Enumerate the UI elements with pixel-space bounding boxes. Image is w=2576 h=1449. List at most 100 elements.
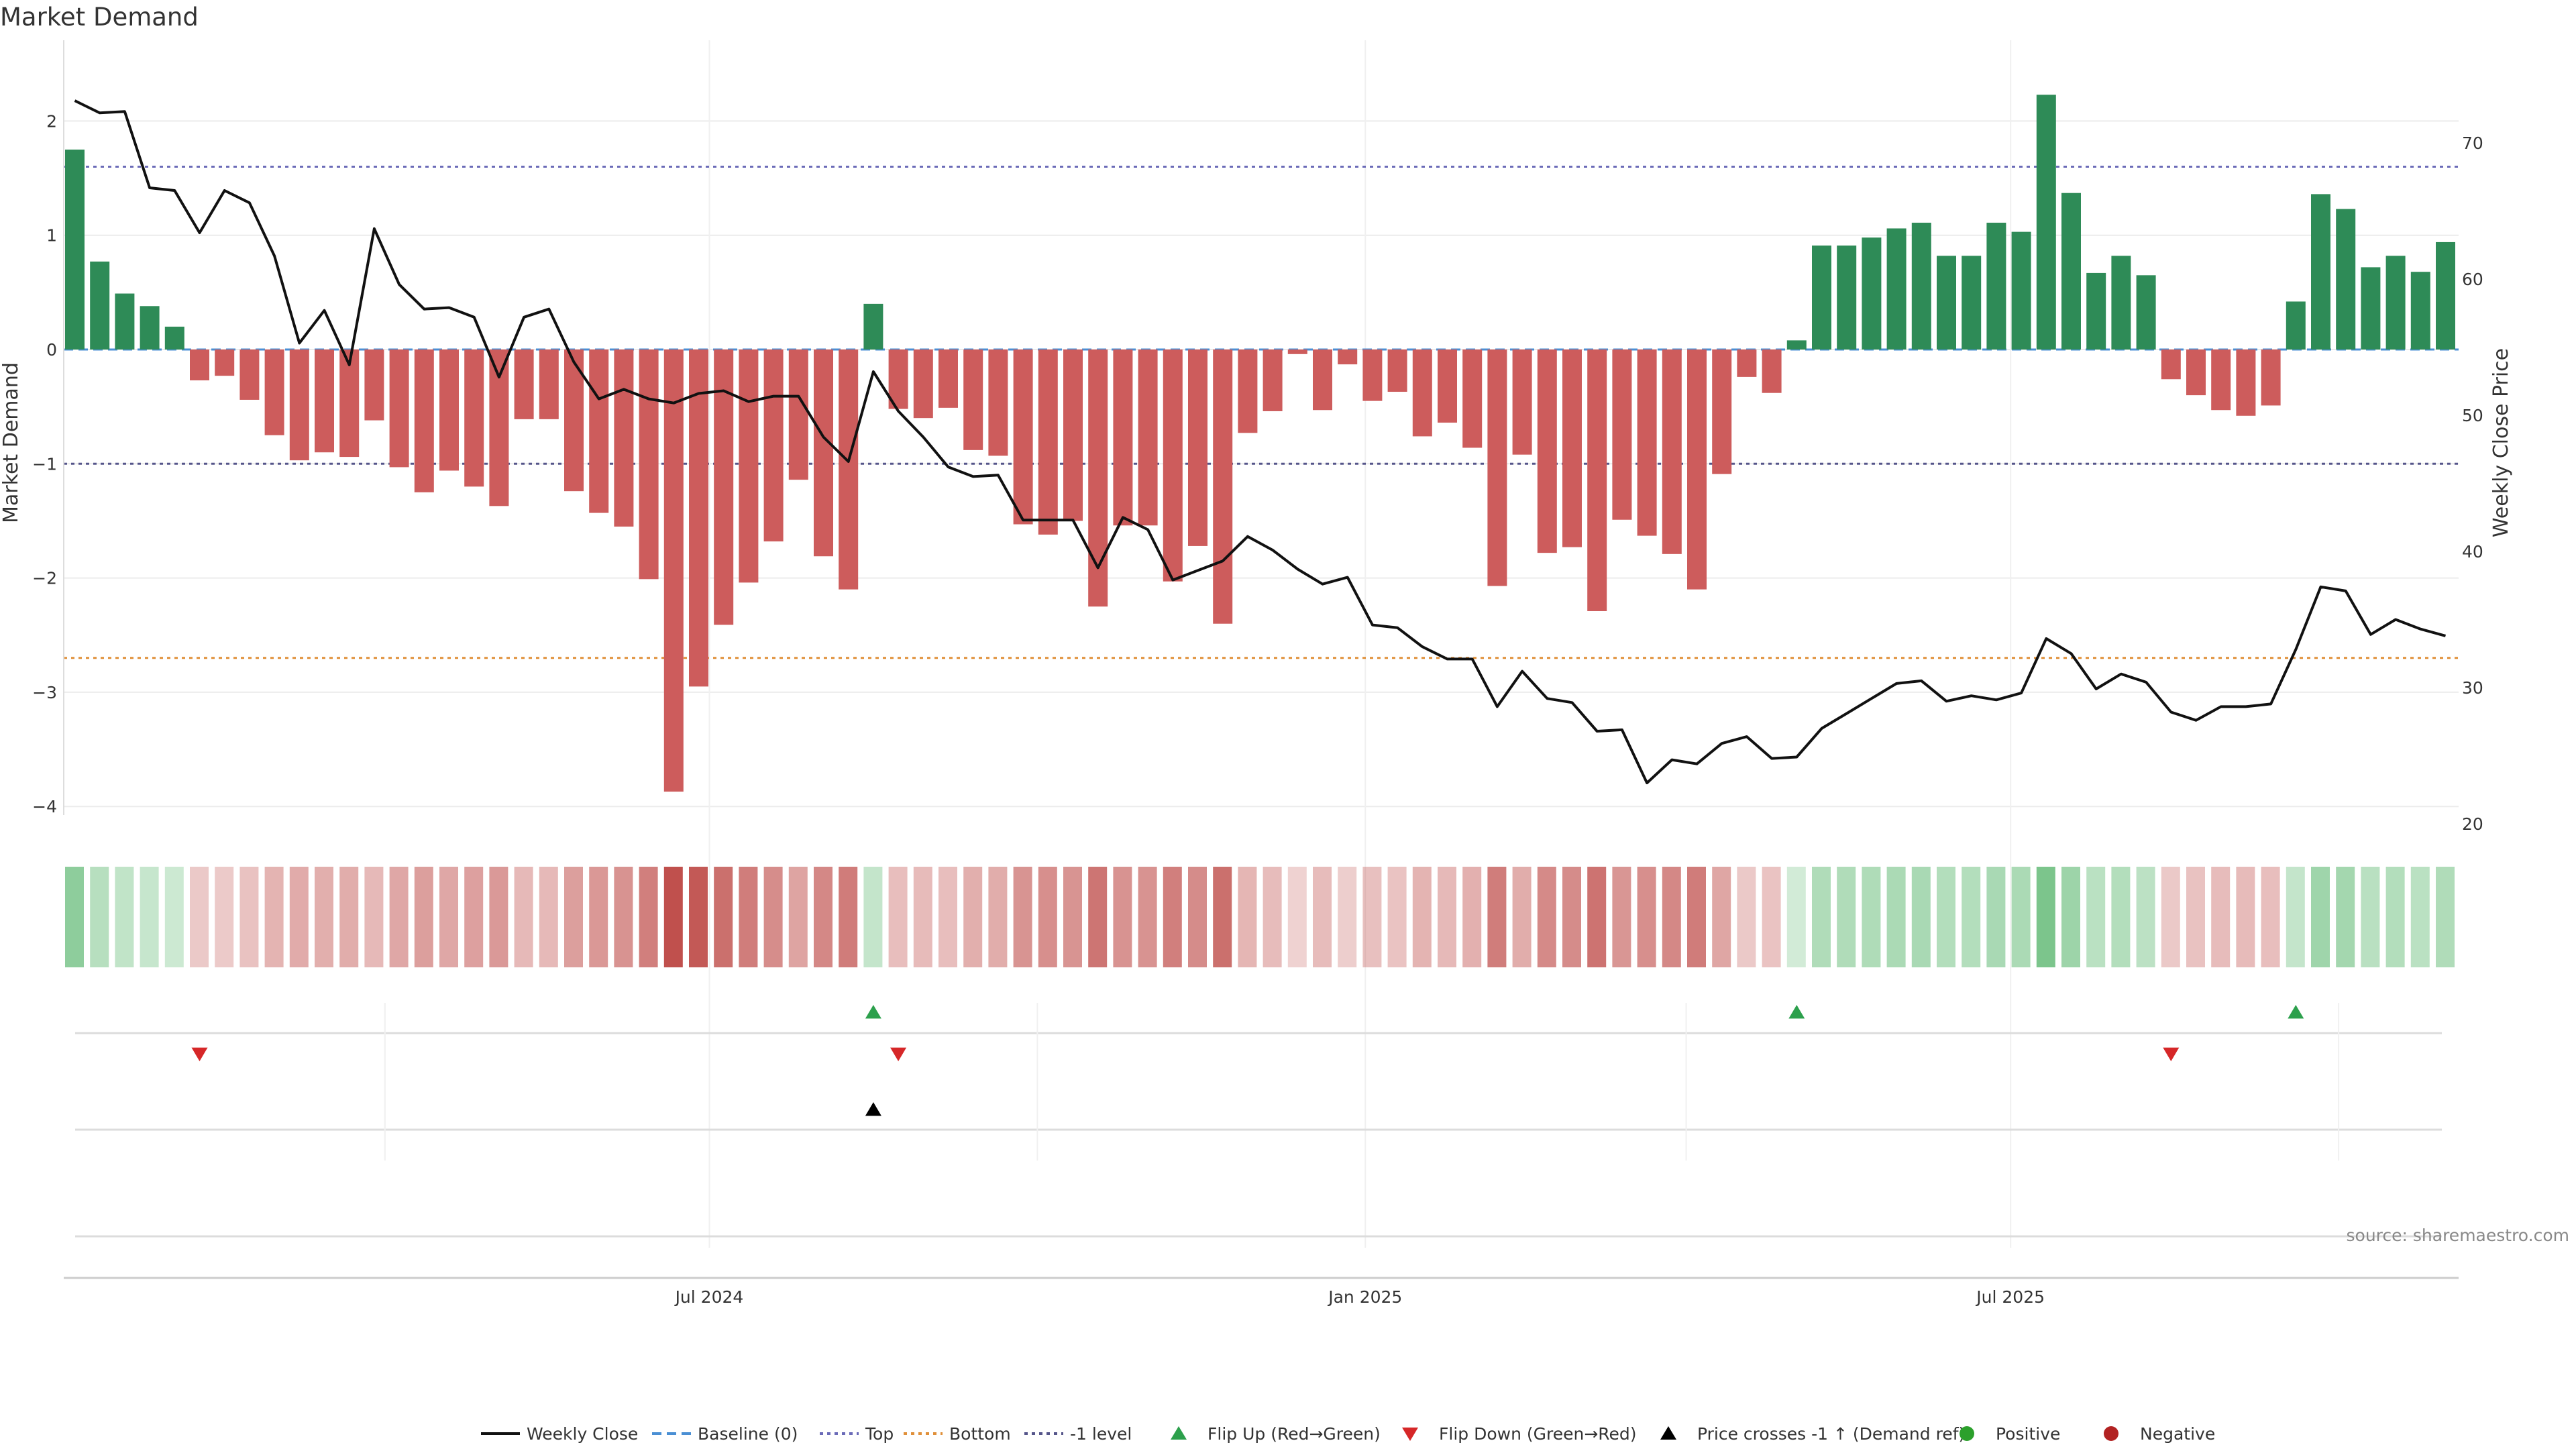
demand-bar — [1413, 350, 1432, 436]
heat-cell — [814, 867, 833, 967]
demand-bar — [1862, 237, 1881, 350]
heat-cell — [1213, 867, 1232, 967]
heat-cell — [1787, 867, 1806, 967]
demand-bar — [1712, 350, 1731, 474]
y2-axis-label: Weekly Close Price — [2489, 348, 2513, 537]
demand-bar — [614, 350, 633, 527]
legend-swatch — [1171, 1426, 1187, 1440]
heat-cell — [165, 867, 184, 967]
heat-cell — [364, 867, 383, 967]
demand-bar — [515, 350, 534, 419]
heat-cell — [2086, 867, 2105, 967]
heat-cell — [1188, 867, 1207, 967]
heat-cell — [938, 867, 957, 967]
heat-cell — [564, 867, 583, 967]
heat-cell — [1362, 867, 1381, 967]
demand-bar — [814, 350, 833, 556]
legend-swatch — [1402, 1428, 1418, 1441]
heat-cell — [789, 867, 808, 967]
demand-bar — [2386, 256, 2406, 350]
legend-item: Negative — [2104, 1424, 2215, 1444]
heat-cell — [2061, 867, 2080, 967]
legend-swatch — [1960, 1426, 1974, 1441]
heat-cell — [1038, 867, 1057, 967]
heat-cell — [1737, 867, 1756, 967]
y2-tick-label: 30 — [2462, 678, 2483, 698]
demand-bar — [1837, 246, 1856, 350]
heat-cell — [1238, 867, 1256, 967]
heat-cell — [1063, 867, 1082, 967]
x-tick-label: Jul 2024 — [674, 1287, 744, 1307]
flip-down-marker — [192, 1048, 208, 1061]
flip-down-marker — [2163, 1048, 2179, 1061]
heat-cell — [863, 867, 882, 967]
demand-bar — [2061, 193, 2081, 350]
heat-cell — [315, 867, 333, 967]
demand-bar — [689, 350, 708, 686]
chart-title: Market Demand — [0, 3, 199, 32]
demand-bar — [265, 350, 284, 435]
heat-cell — [2186, 867, 2205, 967]
heat-cell — [539, 867, 558, 967]
demand-bar — [215, 350, 234, 376]
heat-cell — [265, 867, 284, 967]
demand-bar — [1338, 350, 1357, 364]
demand-bar — [1587, 350, 1607, 611]
demand-bar — [1937, 256, 1956, 350]
demand-bar — [2086, 273, 2106, 350]
demand-bar — [140, 306, 160, 350]
heat-cell — [1887, 867, 1906, 967]
demand-bar — [2261, 350, 2281, 405]
demand-bar — [165, 327, 184, 350]
demand-bar — [2012, 232, 2031, 350]
demand-bar — [1487, 350, 1507, 586]
demand-bar — [1163, 350, 1183, 582]
demand-bar — [2037, 95, 2056, 350]
legend-item: Top — [820, 1424, 894, 1444]
demand-bar — [1538, 350, 1557, 553]
heat-cell — [2261, 867, 2280, 967]
demand-bar — [1138, 350, 1158, 525]
legend-swatch — [2104, 1426, 2118, 1441]
demand-bar — [1812, 246, 1831, 350]
heat-cell — [2311, 867, 2330, 967]
y2-tick-label: 50 — [2462, 406, 2483, 425]
heat-cell — [1438, 867, 1456, 967]
demand-bar — [489, 350, 508, 506]
demand-bar — [914, 350, 933, 418]
heat-cell — [515, 867, 533, 967]
demand-bar — [664, 350, 684, 792]
heat-cell — [1712, 867, 1731, 967]
heat-cell — [739, 867, 757, 967]
demand-bar — [938, 350, 958, 408]
y-tick-label: 0 — [46, 340, 57, 360]
heat-cell — [1812, 867, 1831, 967]
demand-bar — [2236, 350, 2255, 416]
demand-bar — [2336, 209, 2355, 350]
heat-cell — [115, 867, 133, 967]
demand-bar — [315, 350, 334, 452]
heat-cell — [2137, 867, 2155, 967]
heat-cell — [2361, 867, 2379, 967]
grid — [64, 40, 2459, 1248]
demand-bar — [863, 304, 883, 350]
y-tick-label: −1 — [32, 454, 57, 474]
demand-bar — [539, 350, 559, 419]
demand-bar — [2361, 267, 2380, 350]
heat-cell — [290, 867, 309, 967]
heat-cell — [2411, 867, 2430, 967]
heat-cell — [889, 867, 908, 967]
legend-label: Negative — [2140, 1424, 2215, 1444]
heat-cell — [1962, 867, 1980, 967]
y-tick-label: −4 — [32, 797, 57, 816]
flip-up-marker — [2288, 1005, 2304, 1018]
legend-swatch — [1660, 1426, 1676, 1440]
heat-cell — [2236, 867, 2255, 967]
heat-cell — [1862, 867, 1880, 967]
legend-item: -1 level — [1024, 1424, 1132, 1444]
heat-cell — [1662, 867, 1681, 967]
y-tick-label: −2 — [32, 569, 57, 588]
heat-cell — [1088, 867, 1107, 967]
demand-bar — [589, 350, 608, 513]
